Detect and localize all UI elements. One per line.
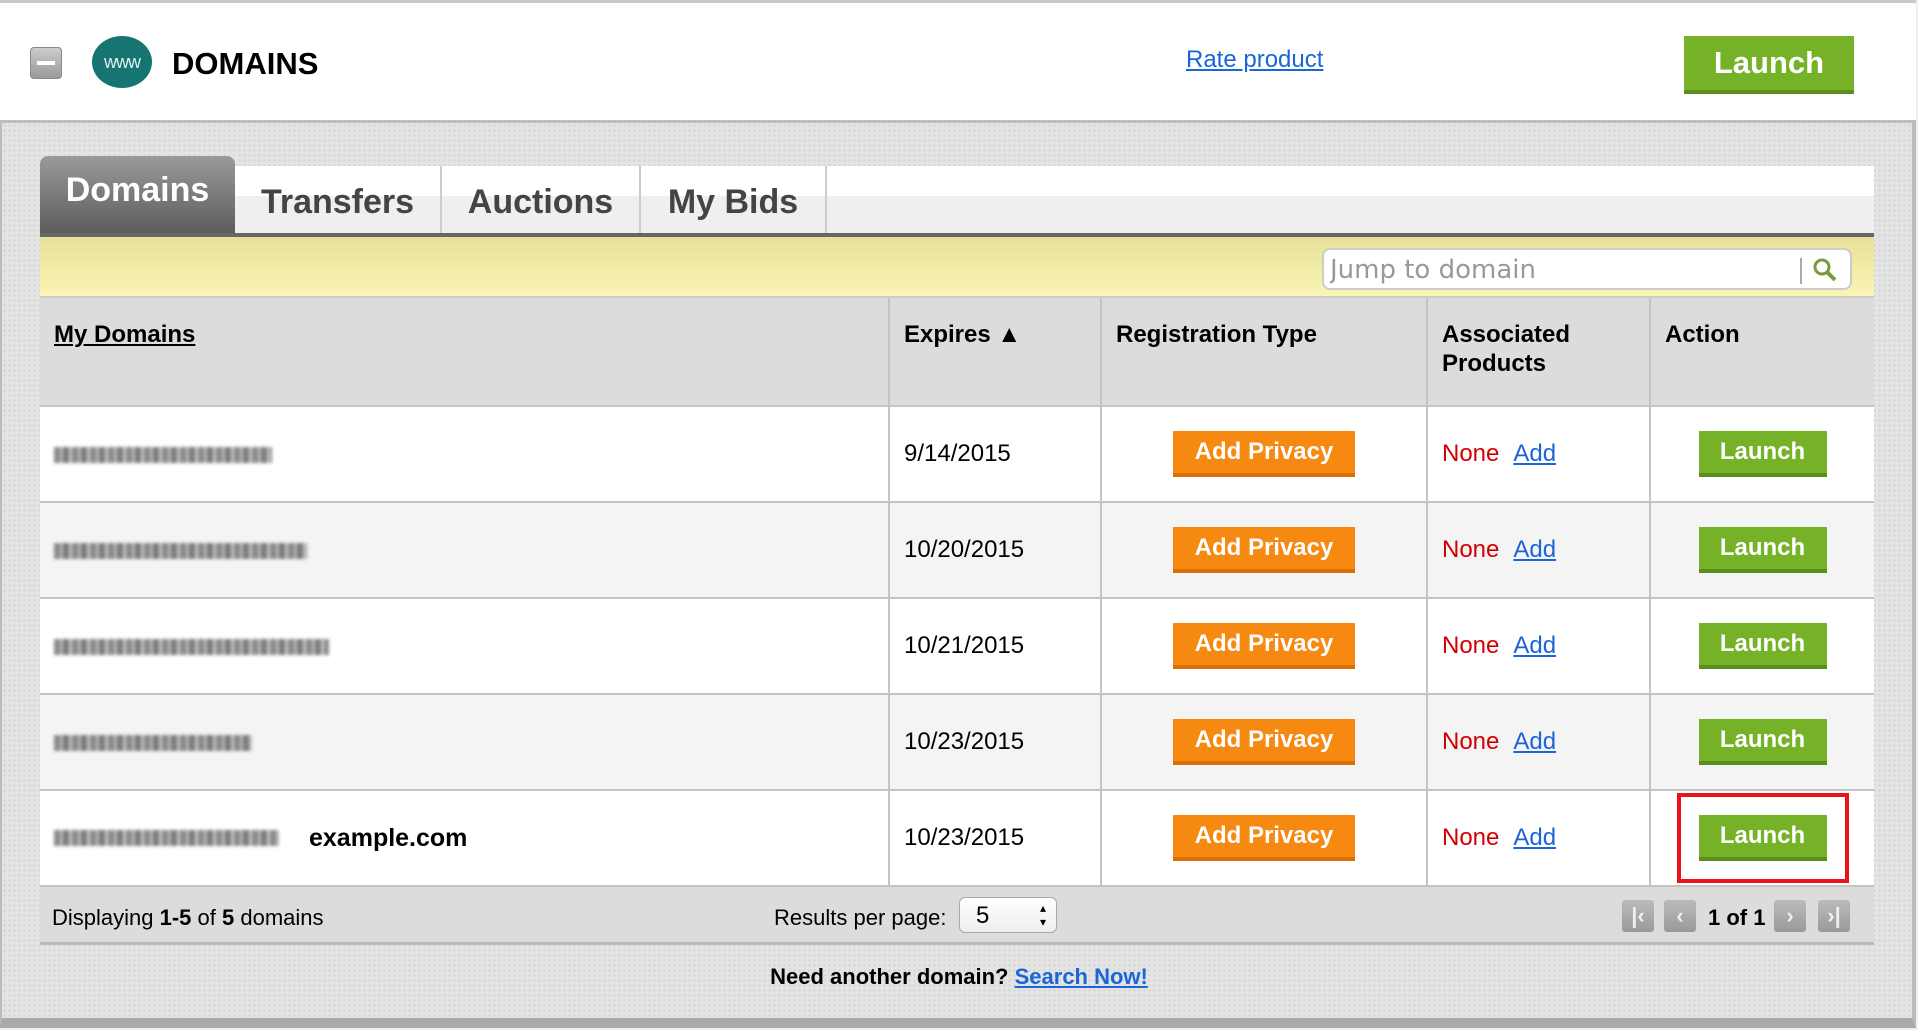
prev-page-button[interactable]: ‹ xyxy=(1664,900,1696,932)
expires-cell: 9/14/2015 xyxy=(889,406,1102,503)
action-cell: Launch xyxy=(1650,406,1874,503)
launch-domain-button[interactable]: Launch xyxy=(1698,719,1827,765)
column-action: Action xyxy=(1650,298,1874,407)
redacted-domain-name[interactable] xyxy=(54,446,272,463)
registration-cell: Add Privacy xyxy=(1101,598,1428,695)
products-none: None xyxy=(1442,536,1500,563)
add-product-link[interactable]: Add xyxy=(1513,632,1557,659)
products-cell: None Add xyxy=(1427,790,1651,887)
displaying-count: Displaying 1-5 of 5 domains xyxy=(52,905,324,930)
products-cell: None Add xyxy=(1427,502,1651,599)
products-none: None xyxy=(1442,728,1500,755)
add-privacy-button[interactable]: Add Privacy xyxy=(1173,623,1355,669)
action-cell: Launch xyxy=(1650,502,1874,599)
column-registration-type: Registration Type xyxy=(1101,298,1428,407)
tab-transfers[interactable]: Transfers xyxy=(235,166,442,233)
page-title: DOMAINS xyxy=(172,46,319,81)
action-cell: Launch xyxy=(1650,694,1874,791)
expires-cell: 10/23/2015 xyxy=(889,790,1102,887)
column-associated-products: Associated Products xyxy=(1427,298,1651,407)
rate-product-link[interactable]: Rate product xyxy=(1186,46,1324,73)
products-none: None xyxy=(1442,440,1500,467)
tab-divider xyxy=(40,233,1874,237)
redacted-domain-name[interactable] xyxy=(54,830,279,847)
products-cell: None Add xyxy=(1427,406,1651,503)
table-row: 9/14/2015 Add Privacy None Add Launch xyxy=(40,406,1874,503)
next-page-button[interactable]: › xyxy=(1774,900,1806,932)
add-privacy-button[interactable]: Add Privacy xyxy=(1173,719,1355,765)
search-icon[interactable] xyxy=(1812,257,1838,283)
add-product-link[interactable]: Add xyxy=(1513,440,1557,467)
page-info: 1 of 1 xyxy=(1708,905,1766,930)
app-header xyxy=(0,0,1916,123)
column-my-domains[interactable]: My Domains xyxy=(40,298,890,407)
need-domain-text: Need another domain? xyxy=(770,964,1015,989)
add-privacy-button[interactable]: Add Privacy xyxy=(1173,815,1355,861)
table-row: 10/23/2015 Add Privacy None Add Launch xyxy=(40,694,1874,791)
add-product-link[interactable]: Add xyxy=(1513,536,1557,563)
action-cell: Launch xyxy=(1650,790,1874,887)
launch-domain-button[interactable]: Launch xyxy=(1676,793,1849,883)
products-cell: None Add xyxy=(1427,694,1651,791)
results-per-page-label: Results per page: xyxy=(774,905,947,930)
sort-my-domains-link[interactable]: My Domains xyxy=(54,321,196,348)
search-divider xyxy=(1800,258,1802,284)
redacted-domain-name[interactable] xyxy=(54,734,252,751)
jump-to-domain-input[interactable] xyxy=(1330,254,1770,286)
table-footer: Displaying 1-5 of 5 domains Results per … xyxy=(40,887,1874,945)
launch-domain-button[interactable]: Launch xyxy=(1698,431,1827,477)
registration-cell: Add Privacy xyxy=(1101,406,1428,503)
table-row: 10/21/2015 Add Privacy None Add Launch xyxy=(40,598,1874,695)
tab-my-bids[interactable]: My Bids xyxy=(641,166,827,233)
expires-cell: 10/20/2015 xyxy=(889,502,1102,599)
expires-cell: 10/21/2015 xyxy=(889,598,1102,695)
registration-cell: Add Privacy xyxy=(1101,502,1428,599)
products-cell: None Add xyxy=(1427,598,1651,695)
last-page-button[interactable]: ›| xyxy=(1818,900,1850,932)
registration-cell: Add Privacy xyxy=(1101,790,1428,887)
domain-cell[interactable] xyxy=(40,598,890,695)
launch-button[interactable]: Launch xyxy=(1684,36,1854,94)
results-per-page-select[interactable]: 5 xyxy=(959,897,1057,933)
collapse-button[interactable] xyxy=(30,47,62,79)
first-page-button[interactable]: |‹ xyxy=(1622,900,1654,932)
column-expires[interactable]: Expires ▲ xyxy=(889,298,1102,407)
add-privacy-button[interactable]: Add Privacy xyxy=(1173,527,1355,573)
action-cell: Launch xyxy=(1650,598,1874,695)
products-none: None xyxy=(1442,824,1500,851)
domains-table: My Domains Expires ▲ Registration Type A… xyxy=(40,298,1874,887)
search-now-link[interactable]: Search Now! xyxy=(1014,964,1148,989)
www-globe-icon: www xyxy=(92,36,152,88)
domain-cell[interactable] xyxy=(40,406,890,503)
domain-cell[interactable] xyxy=(40,694,890,791)
expires-cell: 10/23/2015 xyxy=(889,694,1102,791)
redacted-domain-name[interactable] xyxy=(54,542,307,559)
add-privacy-button[interactable]: Add Privacy xyxy=(1173,431,1355,477)
domain-cell[interactable]: example.com xyxy=(40,790,890,887)
tab-bar: Transfers Auctions My Bids xyxy=(40,166,1874,233)
need-another-domain: Need another domain? Search Now! xyxy=(0,964,1918,990)
launch-domain-button[interactable]: Launch xyxy=(1698,623,1827,669)
add-product-link[interactable]: Add xyxy=(1513,824,1557,851)
domain-cell[interactable] xyxy=(40,502,890,599)
launch-domain-button[interactable]: Launch xyxy=(1698,527,1827,573)
products-none: None xyxy=(1442,632,1500,659)
registration-cell: Add Privacy xyxy=(1101,694,1428,791)
table-row: 10/20/2015 Add Privacy None Add Launch xyxy=(40,502,1874,599)
tab-domains[interactable]: Domains xyxy=(40,156,235,233)
tab-auctions[interactable]: Auctions xyxy=(442,166,641,233)
table-row: example.com 10/23/2015 Add Privacy None A… xyxy=(40,790,1874,887)
domain-label: example.com xyxy=(309,823,468,852)
redacted-domain-name[interactable] xyxy=(54,638,329,655)
jump-to-domain-search xyxy=(1322,248,1852,290)
add-product-link[interactable]: Add xyxy=(1513,728,1557,755)
